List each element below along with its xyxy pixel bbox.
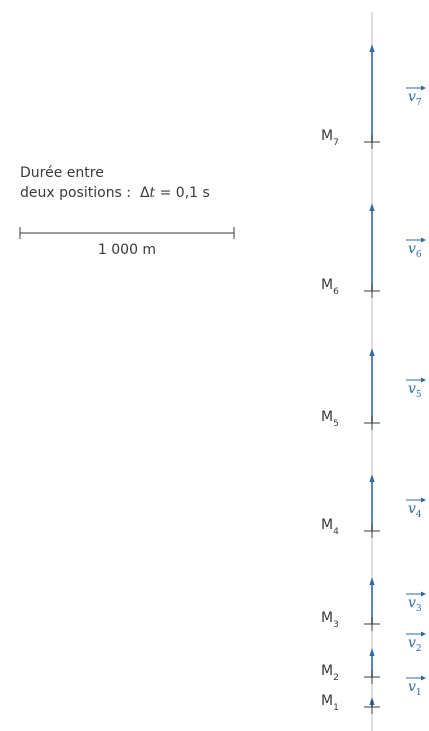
vector-index: 1	[416, 688, 422, 698]
vector-overarrow-head-7	[421, 85, 426, 91]
position-index: 5	[333, 419, 339, 429]
vector-letter: v	[408, 679, 416, 695]
vector-letter: v	[408, 501, 416, 517]
position-letter: M	[321, 517, 333, 533]
timing-value: = 0,1 s	[159, 185, 210, 201]
position-letter: M	[321, 277, 333, 293]
position-index: 3	[333, 620, 339, 630]
position-letter: M	[321, 409, 333, 425]
vector-overarrow-head-5	[421, 377, 426, 383]
vector-letter: v	[408, 241, 416, 257]
timing-line-1: Durée entre	[20, 165, 104, 181]
vector-overarrow-head-3	[421, 591, 426, 597]
position-index: 7	[333, 138, 339, 148]
vector-index: 2	[416, 644, 422, 654]
scale-bar	[19, 227, 235, 239]
velocity-arrowhead-7	[369, 44, 375, 52]
vector-index: 7	[416, 98, 422, 108]
vector-label-1: v1	[408, 679, 422, 698]
timing-line-2: deux positions : Δt = 0,1 s	[20, 183, 210, 203]
vector-label-4: v4	[408, 501, 422, 520]
vector-label-5: v5	[408, 381, 422, 400]
velocity-arrowhead-5	[369, 348, 375, 356]
position-label-4: M4	[321, 517, 339, 537]
timing-prefix: deux positions :	[20, 185, 132, 201]
velocity-arrowhead-2	[369, 648, 375, 656]
vector-overarrow-head-4	[421, 497, 426, 503]
timing-note: Durée entre deux positions : Δt = 0,1 s	[20, 163, 210, 203]
time-symbol: t	[149, 185, 156, 201]
position-label-5: M5	[321, 409, 339, 429]
velocity-arrowhead-4	[369, 474, 375, 482]
position-index: 4	[333, 527, 339, 537]
position-index: 2	[333, 673, 339, 683]
position-label-3: M3	[321, 610, 339, 630]
vector-index: 4	[416, 510, 422, 520]
vector-label-3: v3	[408, 595, 422, 614]
vector-overarrow-head-1	[421, 675, 426, 681]
vector-label-2: v2	[408, 635, 422, 654]
delta-symbol: Δ	[139, 185, 150, 201]
position-label-1: M1	[321, 693, 339, 713]
vector-label-6: v6	[408, 241, 422, 260]
position-index: 1	[333, 703, 339, 713]
vector-overarrow-head-6	[421, 237, 426, 243]
vector-letter: v	[408, 595, 416, 611]
position-letter: M	[321, 663, 333, 679]
vector-letter: v	[408, 381, 416, 397]
vector-index: 6	[416, 250, 422, 260]
vector-letter: v	[408, 89, 416, 105]
vector-index: 5	[416, 390, 422, 400]
position-letter: M	[321, 128, 333, 144]
velocity-arrowhead-3	[369, 577, 375, 585]
vector-index: 3	[416, 604, 422, 614]
position-label-6: M6	[321, 277, 339, 297]
vector-overarrow-head-2	[421, 631, 426, 637]
velocity-arrowhead-6	[369, 203, 375, 211]
vector-label-7: v7	[408, 89, 422, 108]
position-index: 6	[333, 287, 339, 297]
vector-letter: v	[408, 635, 416, 651]
position-label-7: M7	[321, 128, 339, 148]
position-label-2: M2	[321, 663, 339, 683]
position-letter: M	[321, 610, 333, 626]
position-letter: M	[321, 693, 333, 709]
scale-label: 1 000 m	[97, 242, 157, 258]
